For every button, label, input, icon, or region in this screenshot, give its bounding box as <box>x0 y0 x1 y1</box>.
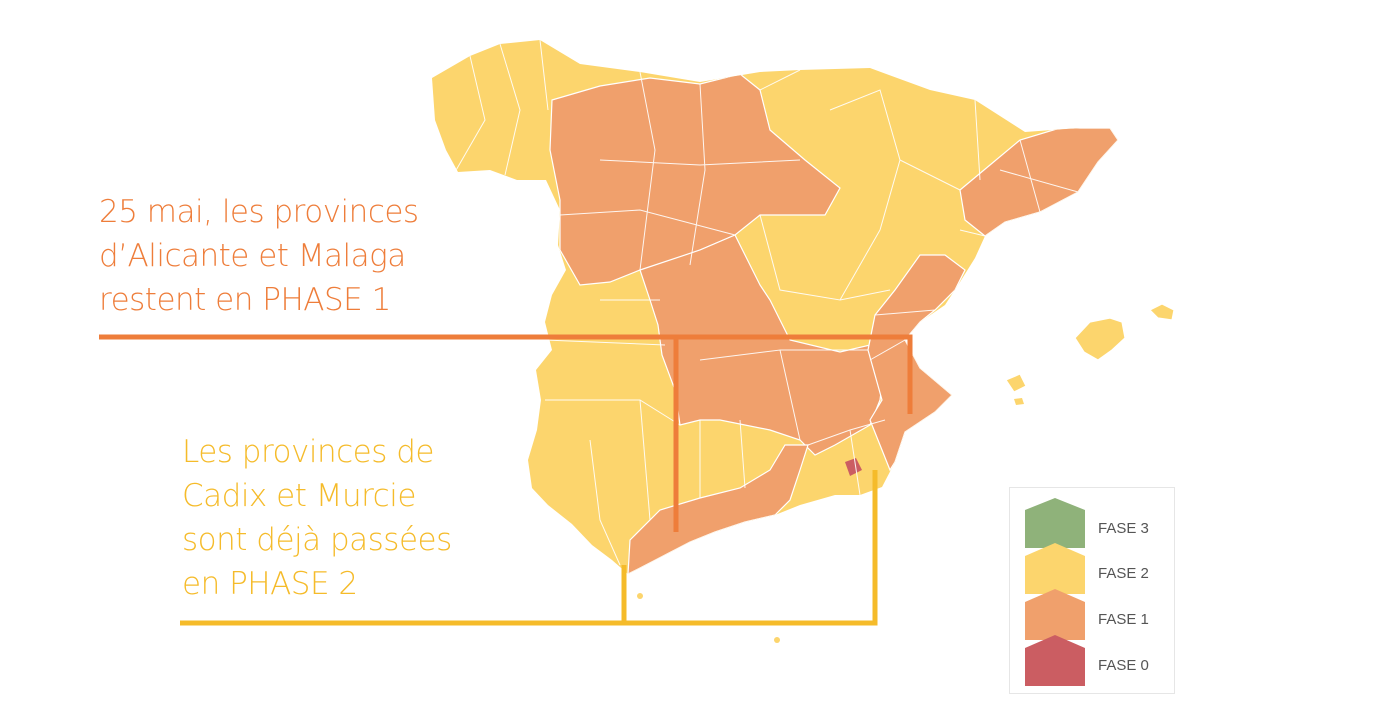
legend-swatch-fase0 <box>1025 635 1085 686</box>
legend-label-fase0: FASE 0 <box>1098 657 1149 674</box>
region-malaga-granada <box>627 444 809 574</box>
callout-line: d’Alicante et Malaga <box>99 238 406 275</box>
region-central-south <box>639 234 886 456</box>
legend-label-fase1: FASE 1 <box>1098 611 1149 628</box>
legend-swatch-fase2 <box>1025 543 1085 594</box>
callout-line: restent en PHASE 1 <box>99 282 391 319</box>
callout-line: Les provinces de <box>182 434 434 470</box>
phase2-main-line <box>180 470 878 626</box>
legend-swatches <box>1025 498 1085 686</box>
legend-swatch-fase1 <box>1025 589 1085 640</box>
legend-swatch-fase3 <box>1025 498 1085 548</box>
region-phase0-small <box>845 458 862 476</box>
island-ibiza <box>1005 373 1027 393</box>
callout-phase2-lines <box>180 470 878 626</box>
island-mallorca <box>1074 317 1126 361</box>
callout-phase2-text: Les provinces de Cadix et Murcie sont dé… <box>182 430 452 606</box>
legend: FASE 3 FASE 2 FASE 1 FASE 0 <box>1009 487 1175 694</box>
callout-phase1-lines <box>99 334 913 532</box>
callout-line: 25 mai, les provinces <box>99 194 419 230</box>
callout-phase1-text: 25 mai, les provinces d’Alicante et Mala… <box>99 190 419 322</box>
callout-line: en PHASE 2 <box>182 566 358 603</box>
legend-label-fase2: FASE 2 <box>1098 565 1149 582</box>
island-menorca <box>1148 303 1175 321</box>
callout-line: Cadix et Murcie <box>182 478 416 515</box>
island-formentera <box>1014 398 1024 405</box>
phase1-main-line <box>99 334 913 414</box>
province-borders <box>454 40 1079 566</box>
callout-line: sont déjà passées <box>182 522 452 559</box>
melilla-dot <box>774 637 780 643</box>
legend-label-fase3: FASE 3 <box>1098 520 1149 537</box>
ceuta-dot <box>637 593 643 599</box>
